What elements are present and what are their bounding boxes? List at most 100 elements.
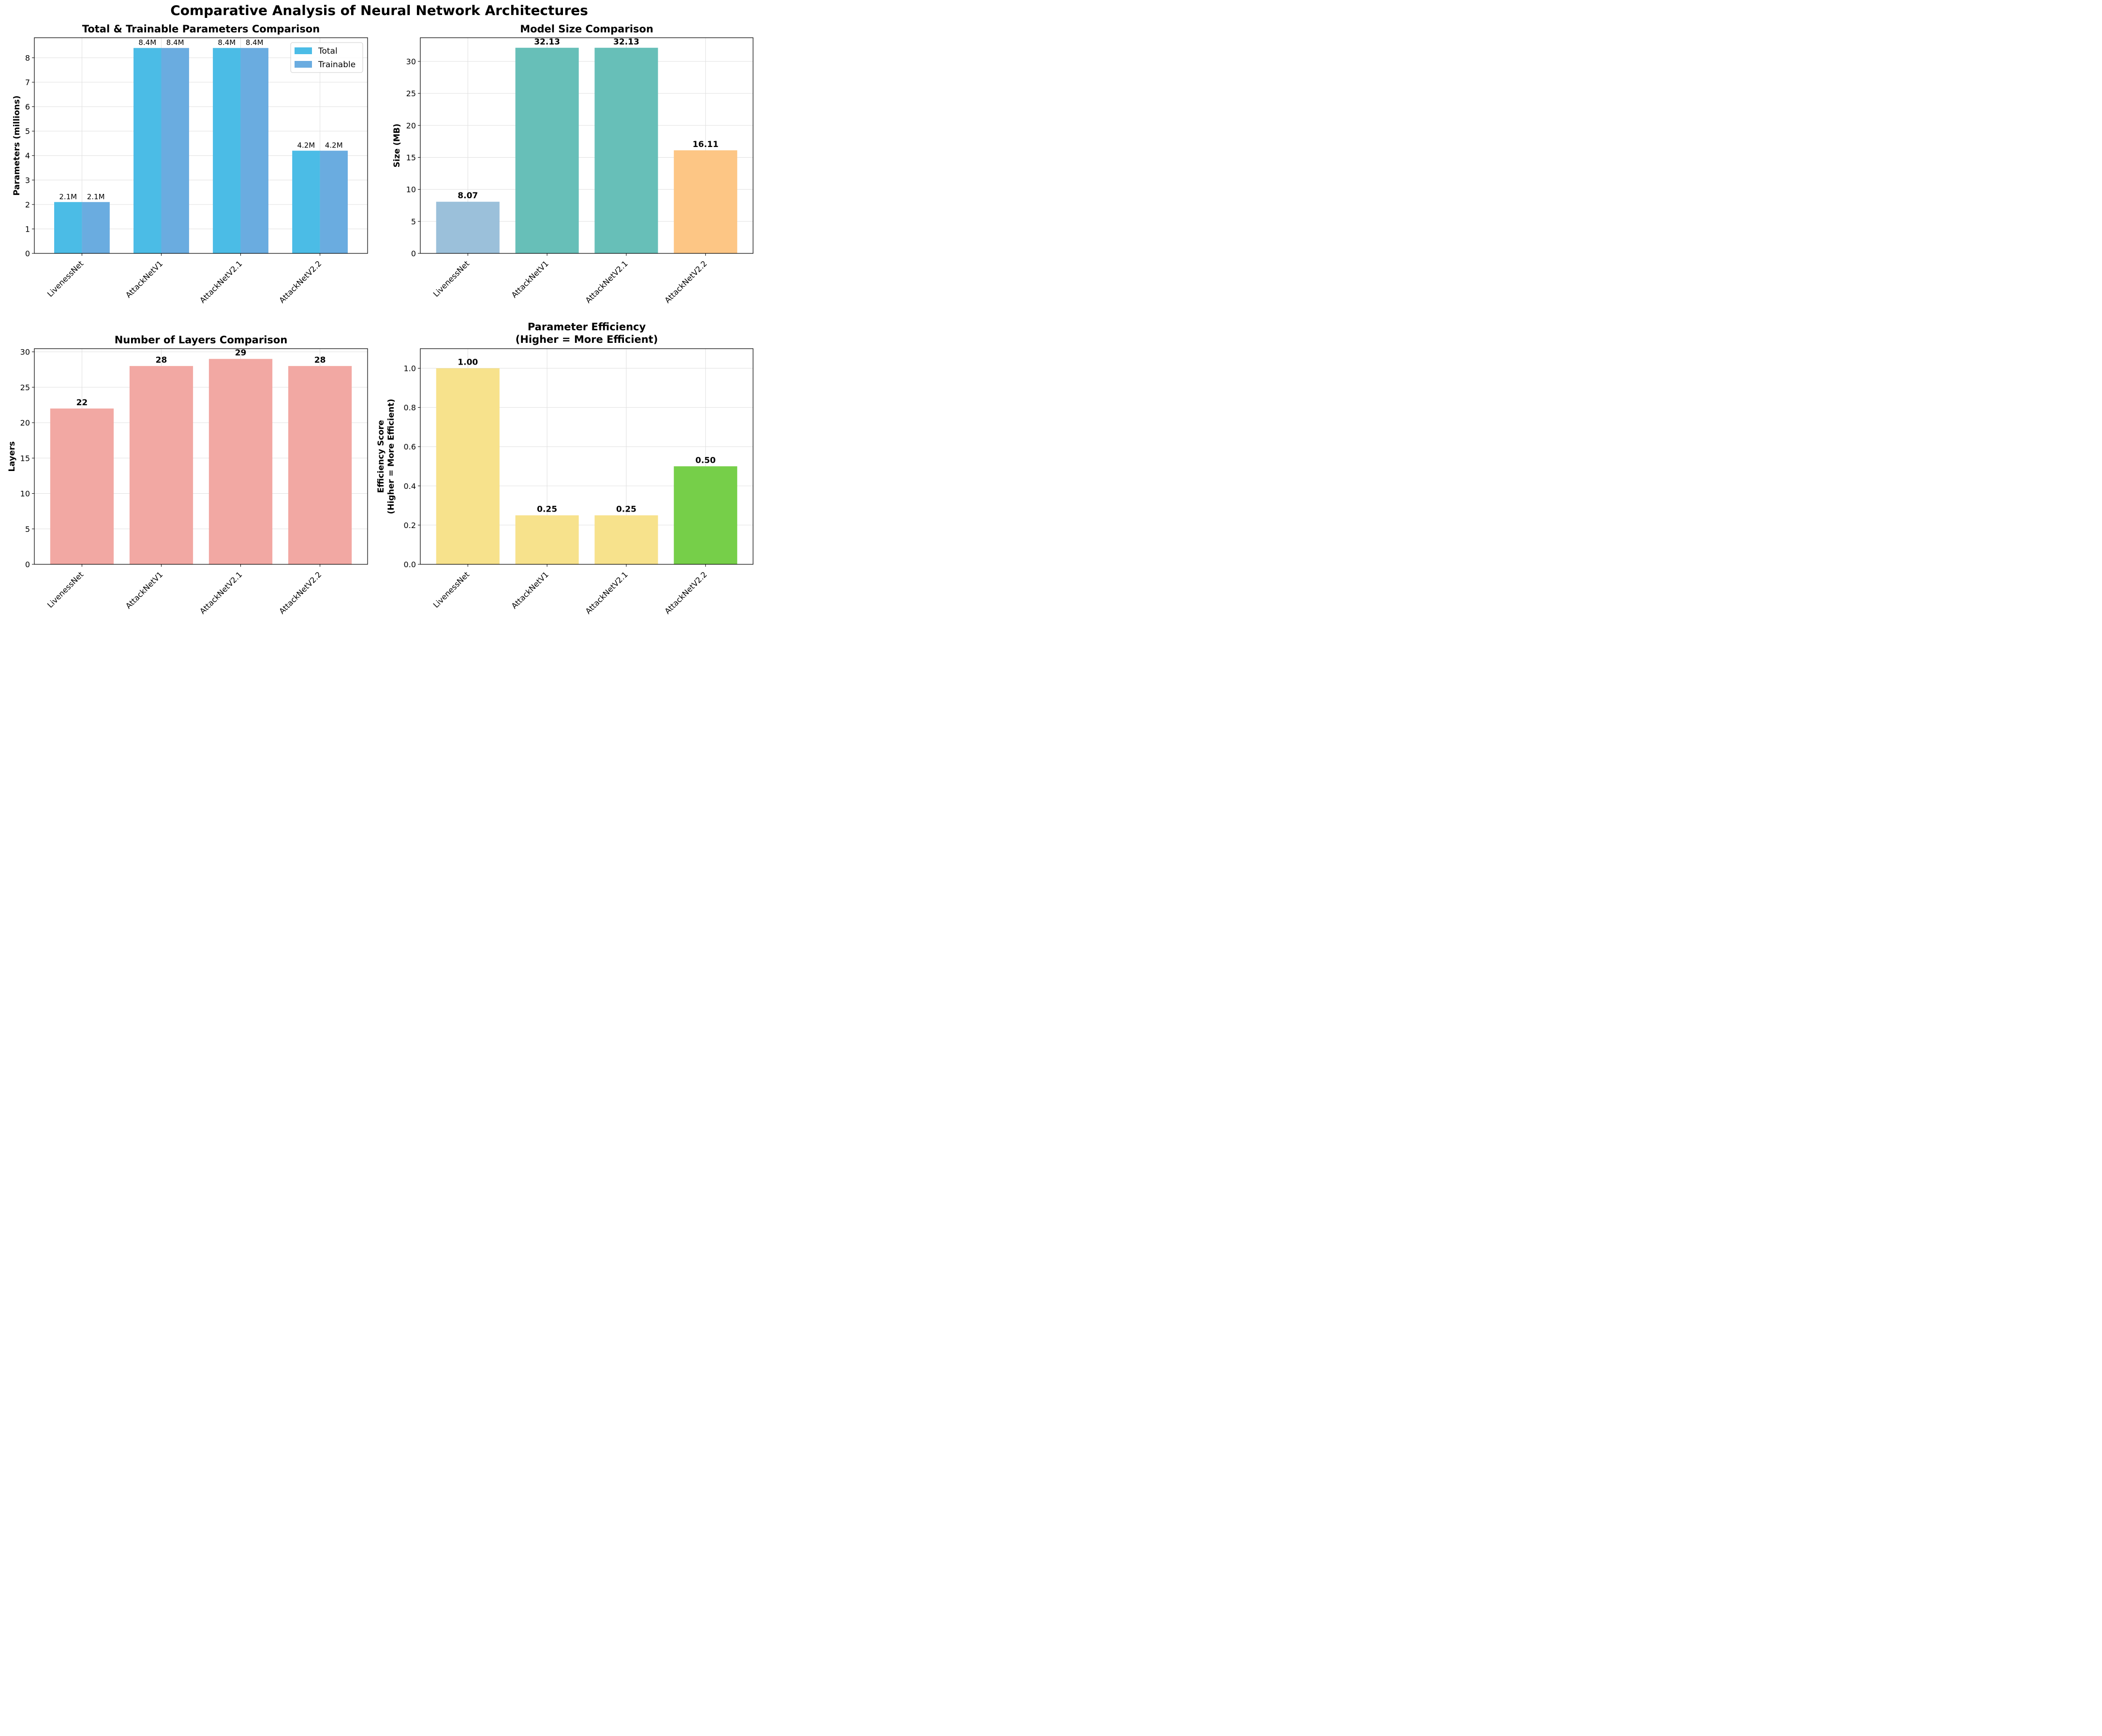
bar-trainable <box>320 150 348 253</box>
y-tick-label: 4 <box>25 151 30 161</box>
y-axis-label-line: Efficiency Score <box>376 420 386 493</box>
value-label: 0.25 <box>616 505 637 515</box>
value-label: 4.2M <box>325 141 343 150</box>
y-axis-label: Size (MB) <box>392 124 402 168</box>
y-tick-label: 0 <box>25 249 30 258</box>
y-tick-label: 10 <box>406 185 416 194</box>
figure-title: Comparative Analysis of Neural Network A… <box>170 2 588 18</box>
y-tick-label: 1.0 <box>404 364 416 373</box>
value-labels: 22 28 29 28 <box>76 348 326 408</box>
bars <box>50 359 352 564</box>
y-tick-label: 5 <box>25 127 30 136</box>
value-label: 0.50 <box>696 456 716 465</box>
axes-frame <box>420 348 754 565</box>
panel-1: Total & Trainable Parameters Comparison 2… <box>12 23 368 305</box>
y-tick-label: 10 <box>20 489 30 499</box>
value-label: 32.13 <box>534 37 560 47</box>
value-label: 2.1M <box>59 192 77 201</box>
value-label: 8.4M <box>138 38 156 47</box>
bar <box>674 466 738 564</box>
figure: Comparative Analysis of Neural Network A… <box>0 0 758 626</box>
panel-title-line: (Higher = More Efficient) <box>516 334 658 345</box>
y-tick-label: 15 <box>20 454 30 463</box>
y-tick-label: 0.0 <box>404 560 416 569</box>
y-tick-label: 25 <box>406 89 416 98</box>
value-label: 8.4M <box>166 38 184 47</box>
y-tick-label: 0.6 <box>404 442 416 452</box>
axes-frame <box>34 348 368 565</box>
bar-trainable <box>161 48 189 253</box>
y-ticks: 0 5 10 15 20 25 30 <box>406 57 420 258</box>
y-axis-label-line: (Higher = More Efficient) <box>386 399 396 515</box>
bar <box>288 366 352 564</box>
bar <box>515 47 579 253</box>
value-label: 29 <box>235 348 247 358</box>
value-label: 8.4M <box>246 38 264 47</box>
value-label: 16.11 <box>693 140 719 149</box>
legend-swatch-trainable <box>295 61 312 68</box>
y-tick-label: 15 <box>406 153 416 162</box>
y-tick-label: 7 <box>25 78 30 87</box>
value-label: 8.4M <box>218 38 236 47</box>
bar <box>436 368 500 564</box>
y-tick-label: 2 <box>25 200 30 209</box>
value-label: 28 <box>156 355 167 365</box>
bar-total <box>292 150 320 253</box>
panel-title: Number of Layers Comparison <box>115 334 288 346</box>
y-tick-label: 0.2 <box>404 521 416 530</box>
legend-label-trainable: Trainable <box>318 60 355 70</box>
legend-label-total: Total <box>318 46 338 56</box>
bar <box>594 515 658 564</box>
panel-3: Number of Layers Comparison 22 28 29 28 0 5 10 1… <box>7 334 368 616</box>
panel-title: Model Size Comparison <box>520 23 653 35</box>
value-labels: 2.1M 8.4M 8.4M 4.2M 2.1M 8.4M 8.4M 4.2M <box>59 38 342 201</box>
value-label: 0.25 <box>537 505 557 515</box>
y-tick-label: 30 <box>406 57 416 66</box>
bar <box>674 150 738 253</box>
y-tick-label: 0 <box>411 249 416 258</box>
value-label: 4.2M <box>297 141 315 150</box>
y-tick-label: 5 <box>411 217 416 226</box>
y-tick-label: 0.8 <box>404 403 416 412</box>
legend: Total Trainable <box>290 42 363 73</box>
panel-title: Total & Trainable Parameters Comparison <box>82 23 320 35</box>
value-labels: 1.00 0.25 0.25 0.50 <box>458 358 716 515</box>
axes-frame <box>34 37 368 254</box>
y-ticks: 0 1 2 3 4 5 6 7 8 <box>25 53 34 258</box>
bar-trainable <box>82 202 110 253</box>
y-tick-label: 0.4 <box>404 482 416 491</box>
bar-trainable <box>240 48 268 253</box>
y-tick-label: 0 <box>25 560 30 569</box>
bar-total <box>133 48 162 253</box>
value-label: 28 <box>314 355 326 365</box>
bar <box>515 515 579 564</box>
y-axis-label: Layers <box>7 441 17 472</box>
bar <box>208 359 273 564</box>
bar-total <box>213 48 241 253</box>
y-tick-label: 30 <box>20 348 30 357</box>
bar <box>50 408 114 564</box>
value-label: 32.13 <box>613 37 639 47</box>
y-ticks: 0.0 0.2 0.4 0.6 0.8 1.0 <box>404 364 420 569</box>
bars <box>436 47 738 253</box>
axes-frame <box>420 37 754 254</box>
y-axis-label: Efficiency Score(Higher = More Efficient… <box>376 399 396 515</box>
y-tick-label: 1 <box>25 224 30 234</box>
y-tick-label: 8 <box>25 53 30 62</box>
panel-title: Parameter Efficiency (Higher = More Effic… <box>516 321 658 345</box>
y-ticks: 0 5 10 15 20 25 30 <box>20 348 34 569</box>
y-tick-label: 20 <box>20 418 30 427</box>
bars <box>54 48 348 253</box>
bar <box>436 202 500 253</box>
value-label: 2.1M <box>87 192 105 201</box>
bar <box>594 47 658 253</box>
legend-swatch-total <box>295 47 312 54</box>
bar <box>129 366 193 564</box>
bars <box>436 368 738 564</box>
y-tick-label: 3 <box>25 176 30 185</box>
value-label: 1.00 <box>458 358 478 368</box>
value-labels: 8.07 32.13 32.13 16.11 <box>458 37 718 201</box>
y-tick-label: 25 <box>20 383 30 392</box>
value-label: 8.07 <box>458 191 478 201</box>
bar-total <box>54 202 82 253</box>
